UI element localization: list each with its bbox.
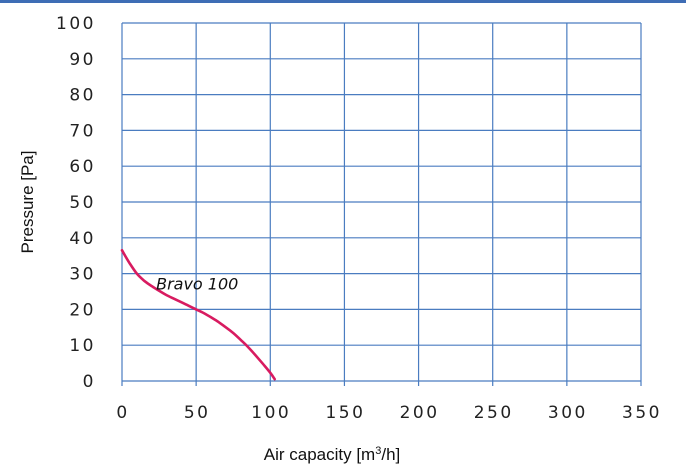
x-tick-label-300: 300 — [548, 403, 588, 423]
y-tick-label-100: 100 — [56, 14, 96, 34]
y-tick-label-80: 80 — [69, 86, 96, 106]
x-tick-label-350: 350 — [622, 403, 662, 423]
x-tick-label-0: 0 — [116, 403, 129, 423]
x-axis-title-main: Air capacity [m — [264, 445, 375, 464]
x-tick-label-250: 250 — [474, 403, 514, 423]
y-tick-label-0: 0 — [83, 372, 96, 392]
y-tick-label-30: 30 — [69, 265, 96, 285]
x-tick-label-50: 50 — [184, 403, 211, 423]
y-tick-labels: 0 10 20 30 40 50 60 70 80 90 100 — [56, 14, 96, 392]
grid — [121, 22, 642, 386]
y-tick-label-20: 20 — [69, 300, 96, 320]
y-axis-title: Pressure [Pa] — [18, 151, 37, 254]
x-axis-title-tail: /h] — [381, 445, 400, 464]
x-tick-label-150: 150 — [325, 403, 365, 423]
series-layer: Bravo 100 — [120, 249, 276, 381]
y-tick-label-40: 40 — [69, 229, 96, 249]
series-label-bravo-100: Bravo 100 — [156, 275, 238, 294]
x-axis-title-superscript: 3 — [375, 445, 381, 457]
x-tick-label-100: 100 — [251, 403, 291, 423]
y-tick-label-60: 60 — [69, 157, 96, 177]
x-axis-title: Air capacity [m3/h] — [264, 445, 401, 464]
y-tick-label-70: 70 — [69, 121, 96, 141]
x-tick-labels: 0 50 100 150 200 250 300 350 — [116, 403, 662, 423]
y-tick-label-50: 50 — [69, 193, 96, 213]
y-tick-label-10: 10 — [69, 336, 96, 356]
x-tick-label-200: 200 — [400, 403, 440, 423]
y-tick-label-90: 90 — [69, 50, 96, 70]
series-line-bravo-100 — [120, 249, 276, 381]
